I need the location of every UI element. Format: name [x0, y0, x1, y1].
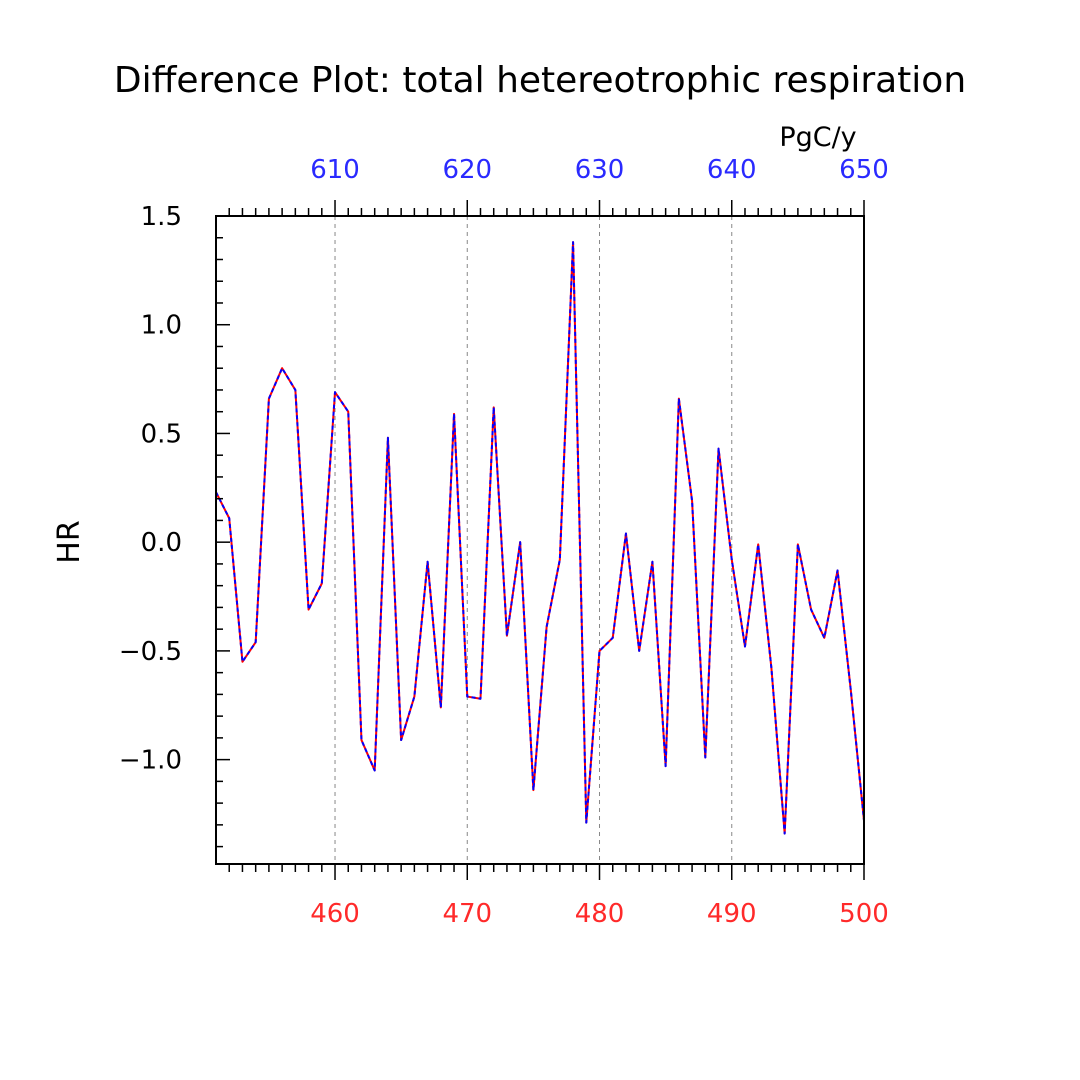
data-point-s2-486: [678, 398, 680, 400]
data-point-s2-470: [466, 696, 468, 698]
y-tick-label: 1.0: [141, 311, 182, 341]
x-top-tick-label: 610: [310, 155, 360, 185]
data-point-s2-460: [334, 391, 336, 393]
data-point-s2-457: [295, 389, 297, 391]
chart-title: Difference Plot: total hetereotrophic re…: [114, 60, 966, 101]
data-point-s2-477: [559, 559, 561, 561]
data-point-s2-474: [519, 541, 521, 543]
data-point-s2-475: [533, 789, 535, 791]
x-bottom-tick-label: 490: [707, 899, 757, 929]
data-point-s2-469: [453, 413, 455, 415]
data-point-s2-472: [493, 407, 495, 409]
data-point-s2-458: [308, 609, 310, 611]
data-point-s2-467: [427, 561, 429, 563]
y-tick-label: −1.0: [119, 746, 182, 776]
data-point-s2-463: [374, 770, 376, 772]
y-tick-label: −0.5: [119, 637, 182, 667]
data-point-s2-485: [665, 765, 667, 767]
data-point-s2-473: [506, 635, 508, 637]
data-point-s2-494: [784, 833, 786, 835]
x-bottom-tick-label: 480: [575, 899, 625, 929]
data-point-s2-496: [810, 609, 812, 611]
series-line-2: [215, 241, 865, 835]
axes: 1.5 1.0 0.5 0.0 −0.5 −1.0 460 470 480 490 500 610 62…: [119, 155, 889, 929]
x-bottom-tick-label: 470: [442, 899, 492, 929]
y-tick-label: 0.0: [141, 528, 182, 558]
data-point-s2-482: [625, 533, 627, 535]
data-point-s2-471: [480, 698, 482, 700]
data-point-s2-493: [771, 667, 773, 669]
x-top-tick-label: 650: [839, 155, 889, 185]
x-top-tick-label: 620: [442, 155, 492, 185]
data-point-s2-490: [731, 559, 733, 561]
y-axis-label: HR: [52, 520, 87, 563]
data-point-s2-478: [572, 241, 574, 243]
x-bottom-tick-label: 500: [839, 899, 889, 929]
grid-lines: [334, 216, 733, 864]
data-point-s2-492: [757, 544, 759, 546]
data-point-s2-454: [255, 641, 257, 643]
data-point-s2-487: [691, 500, 693, 502]
x-top-tick-label: 640: [707, 155, 757, 185]
data-point-s2-465: [400, 739, 402, 741]
data-point-s2-481: [612, 637, 614, 639]
data-point-s2-489: [718, 448, 720, 450]
x-top-tick-label: 630: [575, 155, 625, 185]
data-point-s2-499: [850, 689, 852, 691]
data-point-s2-464: [387, 437, 389, 439]
data-point-s2-455: [268, 398, 270, 400]
y-tick-label: 1.5: [141, 202, 182, 232]
units-label: PgC/y: [779, 122, 856, 153]
data-point-s2-491: [744, 646, 746, 648]
data-point-s2-480: [599, 650, 601, 652]
data-point-s2-461: [347, 411, 349, 413]
data-point-s2-497: [824, 637, 826, 639]
x-bottom-tick-label: 460: [310, 899, 360, 929]
data-point-s2-498: [837, 570, 839, 572]
data-point-s2-468: [440, 707, 442, 709]
data-point-s2-495: [797, 544, 799, 546]
y-tick-label: 0.5: [141, 419, 182, 449]
data-point-s2-456: [281, 367, 283, 369]
data-point-s2-484: [652, 561, 654, 563]
data-point-s2-476: [546, 626, 548, 628]
data-point-s2-466: [414, 696, 416, 698]
data-point-s2-483: [638, 650, 640, 652]
data-point-s2-488: [705, 757, 707, 759]
data-point-s2-453: [242, 661, 244, 663]
data-point-s2-462: [361, 739, 363, 741]
plot-frame: [215, 215, 865, 865]
data-point-s2-479: [585, 822, 587, 824]
data-series: [215, 241, 865, 835]
data-point-s2-459: [321, 583, 323, 585]
data-point-s2-452: [228, 517, 230, 519]
series-line-1: [215, 241, 865, 835]
